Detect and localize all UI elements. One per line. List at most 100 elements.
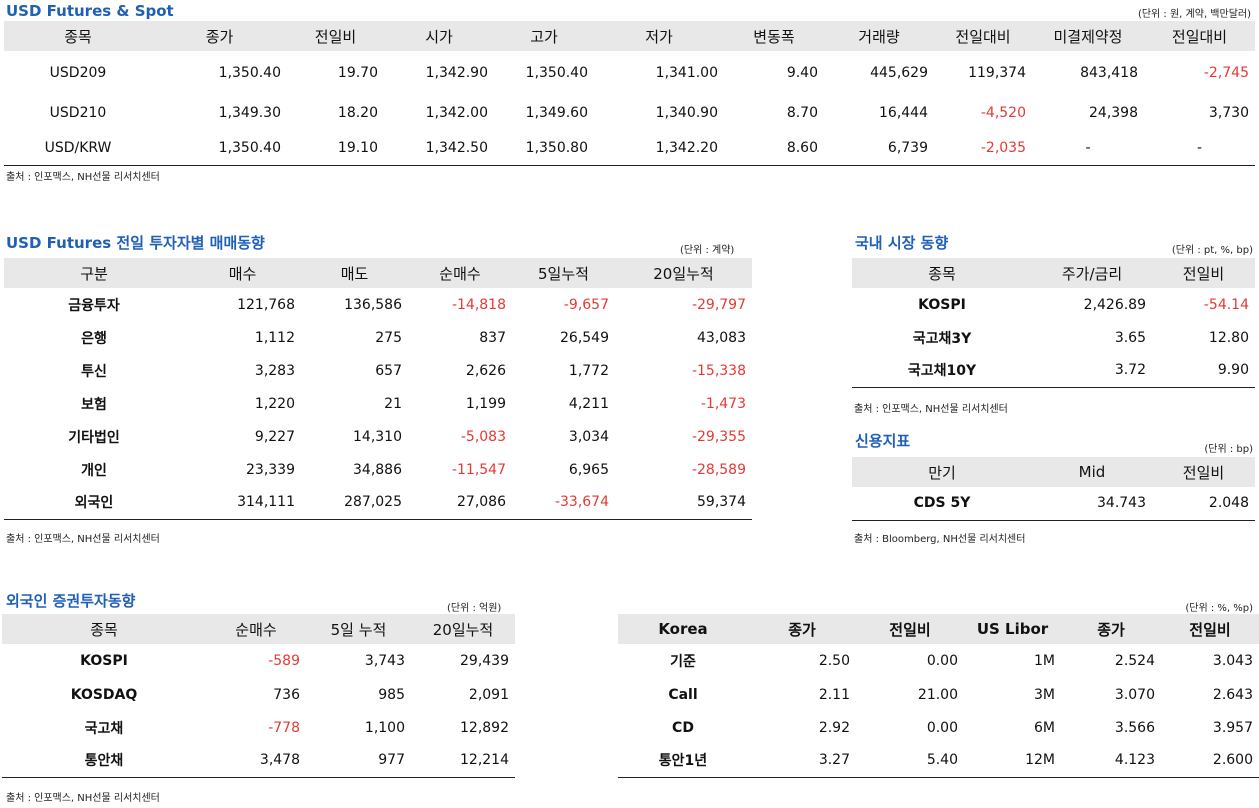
table-cell: CDS 5Y <box>852 487 1032 521</box>
investors-header-cell: 매도 <box>301 258 408 288</box>
table-cell: 34.743 <box>1032 487 1152 521</box>
investors-header-cell: 5일누적 <box>512 258 615 288</box>
table-cell: 0.00 <box>926 653 958 669</box>
rates-header-cell: 전일비 <box>1161 614 1259 644</box>
table-cell: 2,626 <box>465 362 506 379</box>
table-cell: 1,342.50 <box>384 131 494 166</box>
table-cell: 1,349.60 <box>525 105 588 121</box>
table-cell: -778 <box>268 719 300 736</box>
table-cell: 4,211 <box>568 395 609 412</box>
table-cell: 2.524 <box>1114 653 1155 669</box>
table-cell: -2,745 <box>1203 65 1249 81</box>
table-row: 기준 2.50 0.00 1M 2.524 3.043 <box>618 644 1259 678</box>
table-cell: 3,034 <box>568 428 609 445</box>
futures-header-cell: 고가 <box>494 21 594 51</box>
futures-unit: (단위 : 원, 계약, 백만달러) <box>1137 9 1251 20</box>
table-cell: 21.00 <box>917 686 958 703</box>
rates-header-cell: US Libor <box>964 614 1061 644</box>
table-cell: 외국인 <box>4 486 184 520</box>
table-cell: 29,439 <box>460 653 509 669</box>
table-cell: 8.60 <box>724 131 824 166</box>
table-cell: 24,398 <box>1089 105 1138 121</box>
foreign-source: 출처 : 인포맥스, NH선물 리서치센터 <box>6 793 160 804</box>
domestic-title: 국내 시장 동향 <box>855 234 949 252</box>
rates-header-cell: 종가 <box>1061 614 1161 644</box>
table-cell: -1,473 <box>700 395 746 412</box>
table-cell: 통안채 <box>2 744 206 778</box>
domestic-source: 출처 : 인포맥스, NH선물 리서치센터 <box>854 404 1008 415</box>
table-cell: USD/KRW <box>4 131 152 166</box>
table-cell: 18.20 <box>337 105 378 121</box>
table-cell: 1,342.00 <box>425 105 488 121</box>
investors-header-row: 구분 매수 매도 순매수 5일누적 20일누적 <box>4 258 752 288</box>
table-cell: 보험 <box>81 396 107 413</box>
table-cell: 6M <box>1034 719 1055 736</box>
table-cell: -54.14 <box>1203 296 1249 313</box>
table-cell: -589 <box>268 653 300 669</box>
table-cell: 금융투자 <box>68 297 120 314</box>
table-cell: CD <box>672 719 694 736</box>
table-cell: 국고채3Y <box>912 330 972 347</box>
table-cell: 통안1년 <box>618 744 748 778</box>
futures-header-row: 종목 종가 전일비 시가 고가 저가 변동폭 거래량 전일대비 미결제약정 전일… <box>4 21 1255 51</box>
table-cell: 275 <box>375 329 402 346</box>
table-cell: 9,227 <box>254 428 295 445</box>
rates-header-cell: Korea <box>618 614 748 644</box>
futures-header-cell: 전일대비 <box>1144 21 1255 51</box>
table-cell: 1,340.90 <box>655 105 718 121</box>
foreign-header-cell: 20일누적 <box>411 614 515 644</box>
table-cell: 1,220 <box>254 395 295 412</box>
table-cell: KOSPI <box>918 296 966 313</box>
table-cell: 3.566 <box>1114 719 1155 736</box>
futures-header-cell: 전일비 <box>287 21 384 51</box>
table-cell: -15,338 <box>691 362 746 379</box>
table-cell: 1,342.20 <box>594 131 724 166</box>
investors-table: 구분 매수 매도 순매수 5일누적 20일누적 금융투자 121,768 136… <box>4 258 752 520</box>
futures-source: 출처 : 인포맥스, NH선물 리서치센터 <box>6 172 160 183</box>
table-cell: 6,965 <box>568 461 609 478</box>
table-cell: 투신 <box>81 363 107 380</box>
table-cell: 1M <box>1034 653 1055 669</box>
table-cell: 2.92 <box>818 719 850 736</box>
table-row: CD 2.92 0.00 6M 3.566 3.957 <box>618 711 1259 744</box>
table-cell: 3,478 <box>206 744 306 778</box>
table-cell: 14,310 <box>353 428 402 445</box>
domestic-table: 종목 주가/금리 전일비 KOSPI 2,426.89 -54.14 국고채3Y… <box>852 258 1255 388</box>
table-cell: 국고채 <box>84 720 124 737</box>
table-cell: 34,886 <box>353 461 402 478</box>
futures-title: USD Futures & Spot <box>6 2 174 20</box>
table-cell: - <box>1032 131 1144 166</box>
table-cell: 5.40 <box>856 744 964 778</box>
rates-header-cell: 종가 <box>748 614 856 644</box>
investors-title: USD Futures 전일 투자자별 매매동향 <box>6 234 265 252</box>
table-row: 개인 23,339 34,886 -11,547 6,965 -28,589 <box>4 453 752 486</box>
table-cell: 445,629 <box>870 65 928 81</box>
table-cell: 985 <box>378 686 405 703</box>
foreign-header-cell: 종목 <box>2 614 206 644</box>
table-cell: 12M <box>964 744 1061 778</box>
table-row: 국고채 -778 1,100 12,892 <box>2 711 515 744</box>
table-cell: 1,350.40 <box>525 65 588 81</box>
table-cell: 19.70 <box>337 65 378 81</box>
credit-header-cell: 전일비 <box>1152 457 1255 487</box>
table-cell: 1,350.80 <box>494 131 594 166</box>
credit-header-row: 만기 Mid 전일비 <box>852 457 1255 487</box>
table-cell: 657 <box>375 362 402 379</box>
foreign-header-row: 종목 순매수 5일 누적 20일누적 <box>2 614 515 644</box>
investors-unit: (단위 : 계약) <box>680 245 735 256</box>
domestic-header-row: 종목 주가/금리 전일비 <box>852 258 1255 288</box>
table-cell: -29,797 <box>691 296 746 313</box>
table-cell: 1,112 <box>254 329 295 346</box>
table-cell: 977 <box>306 744 411 778</box>
futures-header-cell: 시가 <box>384 21 494 51</box>
table-cell: 8.70 <box>786 105 818 121</box>
table-cell: KOSDAQ <box>70 686 138 703</box>
futures-header-cell: 변동폭 <box>724 21 824 51</box>
table-row: 은행 1,112 275 837 26,549 43,083 <box>4 321 752 354</box>
table-cell: 23,339 <box>246 461 295 478</box>
domestic-header-cell: 종목 <box>852 258 1032 288</box>
table-cell: 2,091 <box>468 686 509 703</box>
table-cell: 0.00 <box>926 719 958 736</box>
table-cell: 19.10 <box>287 131 384 166</box>
table-cell: 12,214 <box>411 744 515 778</box>
